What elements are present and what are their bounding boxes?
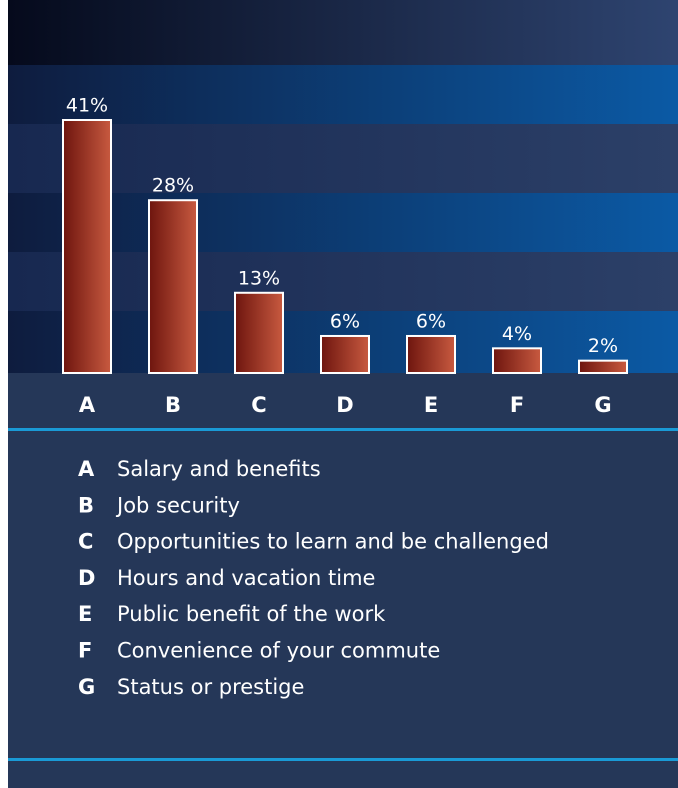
value-label: 4% (502, 323, 532, 345)
legend-label: Job security (115, 493, 240, 517)
value-label: 13% (238, 267, 280, 289)
legend-key: D (78, 566, 95, 590)
value-label: 28% (152, 175, 194, 197)
legend-label: Hours and vacation time (117, 566, 375, 590)
legend-label: Convenience of your commute (117, 639, 440, 663)
divider (8, 428, 678, 431)
value-label: 6% (416, 310, 446, 332)
x-tick-label: A (79, 393, 96, 417)
bar (578, 359, 628, 375)
bar (234, 291, 284, 374)
x-tick-label: B (165, 393, 181, 417)
stripe (8, 193, 678, 252)
legend-key: E (78, 602, 92, 626)
legend-key: F (78, 639, 92, 663)
legend-label: Opportunities to learn and be challenged (117, 530, 549, 554)
legend-label: Salary and benefits (117, 457, 321, 481)
divider (8, 758, 678, 761)
bar (406, 334, 456, 375)
stripe (8, 252, 678, 311)
value-label: 2% (588, 335, 618, 357)
x-tick-label: G (594, 393, 611, 417)
bar (320, 334, 370, 375)
legend-key: B (78, 493, 94, 517)
stripe (8, 65, 678, 124)
value-label: 41% (66, 95, 108, 117)
value-label: 6% (330, 310, 360, 332)
x-tick-label: E (424, 393, 438, 417)
x-tick-label: C (251, 393, 266, 417)
legend-key: C (78, 530, 93, 554)
header-band (8, 0, 678, 65)
legend-label: Status or prestige (117, 675, 304, 699)
legend-key: G (78, 675, 95, 699)
stripe (8, 183, 678, 193)
x-tick-label: F (510, 393, 524, 417)
legend-label: Public benefit of the work (117, 602, 386, 626)
bar (492, 347, 542, 375)
bar (62, 119, 112, 374)
bar (148, 199, 198, 374)
stripe (8, 124, 678, 183)
x-tick-label: D (336, 393, 353, 417)
legend-key: A (78, 457, 95, 481)
